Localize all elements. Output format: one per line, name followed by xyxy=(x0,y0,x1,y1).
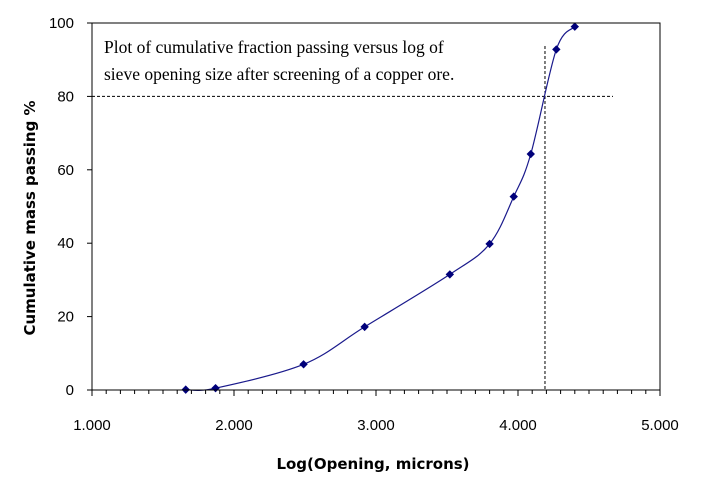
annotation-line-1: Plot of cumulative fraction passing vers… xyxy=(104,37,444,57)
data-point xyxy=(552,45,561,54)
data-point xyxy=(570,22,579,31)
reference-lines xyxy=(92,46,613,390)
data-point xyxy=(299,360,308,369)
data-point xyxy=(360,322,369,332)
x-tick-labels: 1.000 2.000 3.000 4.000 5.000 xyxy=(73,417,679,434)
y-tick-label: 60 xyxy=(57,162,74,179)
axis-ticks xyxy=(87,22,661,396)
y-tick-label: 20 xyxy=(57,309,74,326)
x-tick-label: 2.000 xyxy=(215,417,253,434)
series-line xyxy=(185,26,576,392)
x-tick-label: 4.000 xyxy=(499,417,537,434)
data-point xyxy=(526,149,535,159)
annotation-line-2: sieve opening size after screening of a … xyxy=(104,64,454,84)
y-axis-title: Cumulative mass passing % xyxy=(21,100,39,335)
data-point xyxy=(211,383,220,393)
y-tick-label: 0 xyxy=(66,382,74,399)
data-point xyxy=(485,239,494,249)
y-tick-labels: 0 20 40 60 80 100 xyxy=(49,15,74,399)
x-tick-label: 1.000 xyxy=(73,417,111,434)
x-tick-label: 5.000 xyxy=(641,417,679,434)
plot-frame xyxy=(91,22,661,391)
y-tick-label: 40 xyxy=(57,235,74,252)
x-tick-label: 3.000 xyxy=(357,417,395,434)
y-tick-label: 80 xyxy=(57,88,74,105)
data-point xyxy=(445,270,455,279)
data-point xyxy=(509,192,518,201)
x-axis-title: Log(Opening, microns) xyxy=(276,455,469,473)
y-tick-label: 100 xyxy=(49,15,74,32)
